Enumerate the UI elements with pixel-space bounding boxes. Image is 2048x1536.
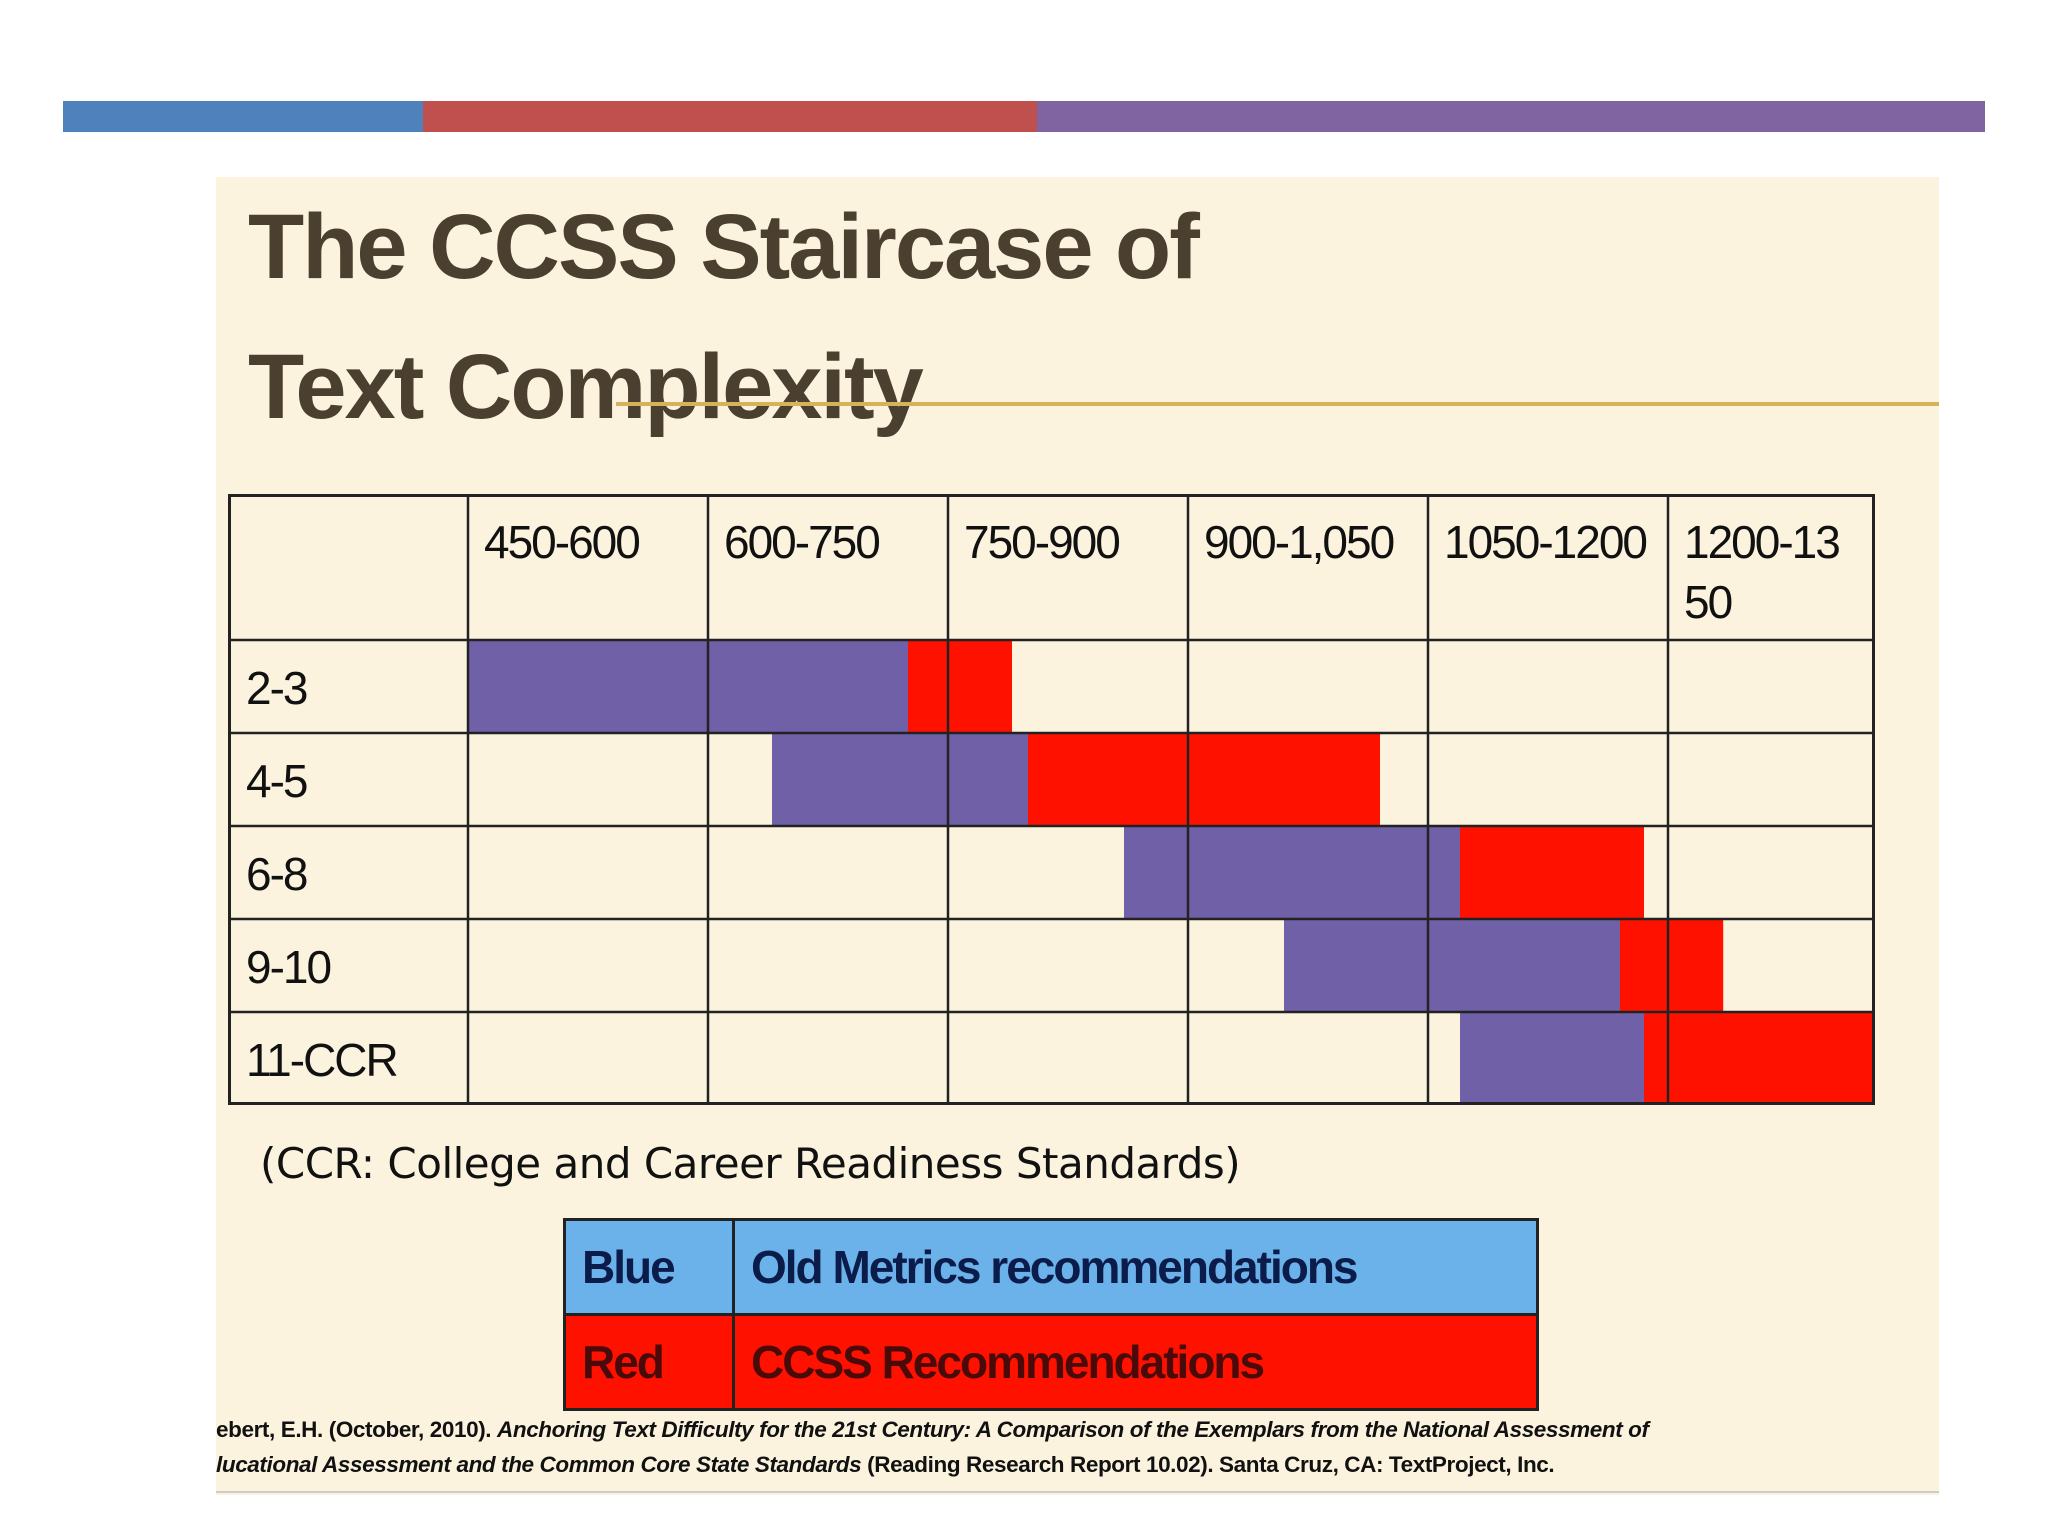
ccr-note: (CCR: College and Career Readiness Stand… (260, 1139, 1241, 1188)
legend-table: Blue Old Metrics recommendations Red CCS… (563, 1218, 1539, 1411)
legend-key-blue: Blue (566, 1221, 735, 1313)
citation-title-1: Anchoring Text Difficulty for the 21st C… (497, 1417, 1649, 1442)
slide-image: The CCSS Staircase of Text Complexity 45… (216, 177, 1939, 1495)
legend-row-red: Red CCSS Recommendations (566, 1316, 1536, 1408)
row-label-2-3: 2-3 (246, 662, 307, 714)
legend-row-blue: Blue Old Metrics recommendations (566, 1221, 1536, 1316)
bar-ccss-ext-2-3 (908, 640, 1012, 733)
accent-bar-blue (63, 101, 423, 132)
citation-publisher: (Reading Research Report 10.02). Santa C… (861, 1452, 1555, 1477)
bar-overlap-6-8 (1124, 826, 1460, 919)
legend-value-blue: Old Metrics recommendations (751, 1241, 1359, 1293)
row-label-4-5: 4-5 (246, 755, 307, 807)
bar-ccss-ext-6-8 (1460, 826, 1644, 919)
citation-author: ebert, E.H. (October, 2010). (216, 1417, 497, 1442)
bar-overlap-9-10 (1284, 919, 1620, 1012)
legend-value-red: CCSS Recommendations (751, 1336, 1265, 1388)
accent-bar-purple (1037, 101, 1985, 132)
citation: ebert, E.H. (October, 2010). Anchoring T… (216, 1412, 1936, 1482)
title-line-1: The CCSS Staircase of (248, 196, 1200, 298)
citation-title-2: lucational Assessment and the Common Cor… (216, 1452, 862, 1477)
bar-ccss-ext-4-5 (1028, 733, 1380, 826)
bar-overlap-4-5 (772, 733, 1028, 826)
table-border (228, 494, 1875, 1105)
staircase-chart: 450-600 600-750 750-900 900-1,050 1050-1200 1… (228, 494, 1875, 1105)
slide-title: The CCSS Staircase of Text Complexity (248, 177, 1200, 457)
title-line-2: Text Complexity (248, 336, 924, 438)
bar-ccss-ext-9-10 (1620, 919, 1724, 1012)
bar-overlap-2-3 (468, 640, 908, 733)
bar-ccss-ext-11-CCR (1644, 1012, 1875, 1105)
accent-bar-red (423, 101, 1037, 132)
column-header-4: 1050-1200 (1444, 516, 1646, 568)
title-underline (616, 402, 1939, 406)
legend-key-red: Red (566, 1316, 735, 1408)
column-header-2: 750-900 (964, 516, 1119, 568)
row-label-9-10: 9-10 (246, 941, 330, 993)
column-header-5: 50 (1684, 576, 1732, 628)
column-header-5: 1200-13 (1684, 516, 1839, 568)
citation-divider (216, 1491, 1939, 1493)
bar-overlap-11-CCR (1460, 1012, 1644, 1105)
row-label-6-8: 6-8 (246, 848, 307, 900)
column-header-3: 900-1,050 (1204, 516, 1394, 568)
column-header-1: 600-750 (724, 516, 879, 568)
column-header-0: 450-600 (484, 516, 639, 568)
row-label-11-CCR: 11-CCR (246, 1034, 398, 1086)
